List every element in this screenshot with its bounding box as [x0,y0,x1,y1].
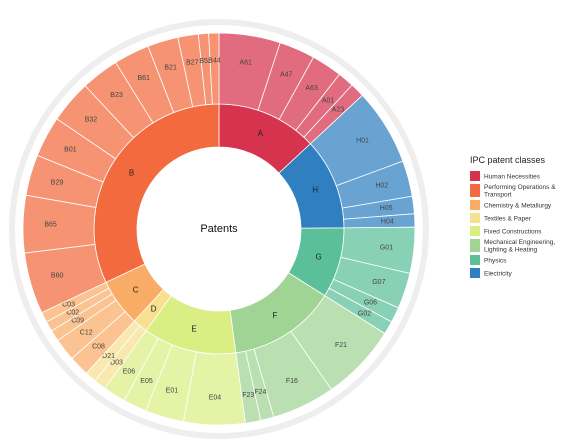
inner-label-h: H [312,186,318,195]
outer-label-b44: B44 [208,57,221,64]
inner-label-d: D [151,304,157,313]
outer-label-b32: B32 [85,116,98,123]
legend-swatch-b [470,184,480,197]
outer-label-c08: C08 [92,344,105,351]
outer-label-h01: H01 [356,138,369,145]
outer-label-a47: A47 [280,71,293,78]
legend-label-g: Physics [484,258,507,265]
outer-label-a01: A01 [322,97,335,104]
legend-swatch-d [470,213,480,223]
outer-label-d03: D03 [110,360,123,367]
outer-label-b61: B61 [137,75,150,82]
outer-label-f16: F16 [286,378,298,385]
outer-label-e06: E06 [123,368,136,375]
legend-swatch-g [470,255,480,265]
outer-label-f24: F24 [254,389,266,396]
outer-label-g07: G07 [372,279,385,286]
outer-wedge-b44[interactable] [208,32,220,105]
legend-swatch-e [470,226,480,236]
outer-label-a63: A63 [305,85,318,92]
outer-label-g01: G01 [380,244,393,251]
legend-label-e: Fixed Constructions [484,229,542,236]
outer-label-c03: C03 [62,302,75,309]
legend-label-b: Performing Operations & Transport [484,184,556,199]
outer-label-a61: A61 [239,59,252,66]
outer-label-e04: E04 [209,394,222,401]
center-label: Patents [200,223,238,235]
legend-label-a: Human Necessities [484,174,541,181]
outer-label-g02: G02 [358,311,371,318]
outer-label-h02: H02 [375,182,388,189]
outer-label-e05: E05 [140,378,153,385]
outer-label-e01: E01 [166,388,179,395]
legend-swatch-a [470,171,480,181]
outer-label-d21: D21 [102,353,115,360]
inner-label-f: F [273,311,278,320]
outer-label-b23: B23 [110,92,123,99]
inner-label-g: G [315,252,321,261]
legend: IPC patent classes Human Necessities Perf… [470,155,556,278]
outer-label-a23: A23 [332,106,345,113]
outer-label-c02: C02 [66,310,79,317]
outer-label-b21: B21 [164,64,177,71]
legend-swatch-h [470,268,480,278]
legend-label-d: Textiles & Paper [484,216,532,223]
outer-label-h04: H04 [381,218,394,225]
inner-label-c: C [133,285,139,294]
inner-label-e: E [191,325,196,334]
outer-label-f21: F21 [335,342,347,349]
outer-label-b27: B27 [186,59,199,66]
outer-label-g06: G06 [364,300,377,307]
inner-label-a: A [258,129,264,138]
legend-label-h: Electricity [484,271,513,278]
inner-label-b: B [129,169,134,178]
outer-label-c09: C09 [71,318,84,325]
outer-label-b60: B60 [51,273,64,280]
outer-label-f23: F23 [242,392,254,399]
legend-swatch-c [470,200,480,210]
legend-label-f: Mechanical Engineering, Lighting & Heatin… [484,239,555,254]
legend-swatch-f [470,239,480,252]
outer-label-c12: C12 [80,330,93,337]
outer-label-b52: B52 [199,58,212,65]
outer-label-h05: H05 [380,205,393,212]
outer-rim-ring [9,19,429,439]
outer-label-b29: B29 [51,179,64,186]
sunburst-rings: A A61 A47 A63 A01 A23 H H01 H02 H05 H04 G G01 G07 G06 G… [9,19,429,439]
outer-label-b65: B65 [44,222,57,229]
legend-label-c: Chemistry & Metallurgy [484,203,552,210]
outer-label-b01: B01 [64,146,77,153]
legend-title: IPC patent classes [470,155,546,165]
